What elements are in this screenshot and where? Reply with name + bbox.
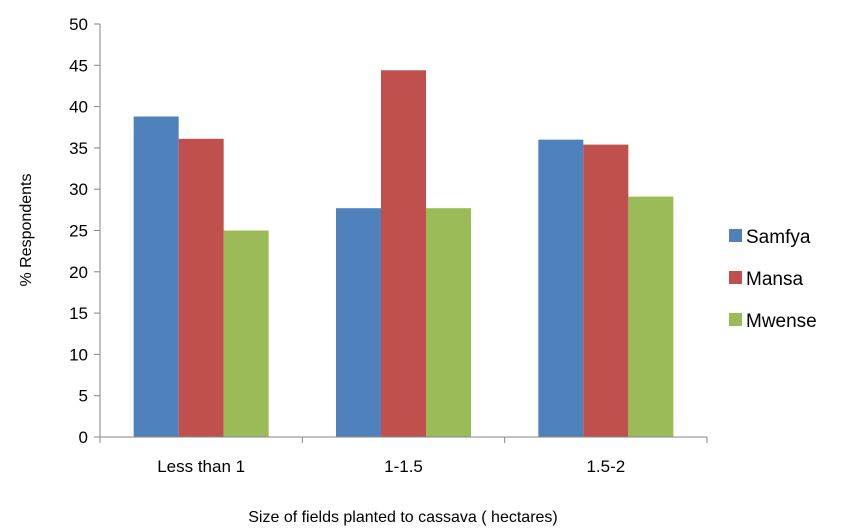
x-ticks-group: Less than 1 1-1.5 1.5-2 — [99, 437, 708, 476]
legend-swatch-samfya — [729, 229, 742, 242]
legend: Samfya Mansa Mwense — [729, 227, 817, 332]
bar-mwense-1 — [223, 230, 269, 437]
y-tick-label: 45 — [69, 56, 88, 75]
bar-samfya-3 — [538, 139, 584, 437]
y-tick-label: 35 — [69, 139, 88, 158]
bar-samfya-1 — [133, 116, 179, 438]
y-tick-label: 20 — [69, 263, 88, 282]
bars-group — [133, 70, 674, 438]
bar-samfya-2 — [336, 208, 381, 437]
legend-label-mansa: Mansa — [746, 269, 803, 290]
y-tick-label: 30 — [69, 180, 88, 199]
bar-mwense-3 — [628, 196, 674, 437]
y-tick-label: 5 — [79, 387, 88, 406]
legend-swatch-mansa — [729, 271, 742, 284]
bar-mansa-3 — [583, 144, 629, 437]
bar-mansa-2 — [381, 70, 426, 438]
y-tick-label: 25 — [69, 222, 88, 241]
x-category-label: Less than 1 — [157, 457, 245, 476]
x-category-label: 1.5-2 — [586, 457, 625, 476]
y-tick-label: 50 — [69, 15, 88, 34]
legend-label-mwense: Mwense — [746, 311, 817, 332]
bar-mansa-1 — [178, 138, 224, 437]
x-axis-title: Size of fields planted to cassava ( hect… — [248, 509, 558, 526]
y-ticks-group: 0 5 10 15 20 25 30 35 40 45 50 — [69, 15, 100, 447]
legend-swatch-mwense — [729, 313, 742, 326]
bar-mwense-2 — [426, 208, 471, 437]
legend-label-samfya: Samfya — [746, 227, 811, 248]
y-tick-label: 15 — [69, 304, 88, 323]
y-axis-title: % Respondents — [18, 174, 35, 287]
y-tick-label: 0 — [79, 428, 88, 447]
y-tick-label: 40 — [69, 98, 88, 117]
x-category-label: 1-1.5 — [384, 457, 423, 476]
y-tick-label: 10 — [69, 345, 88, 364]
